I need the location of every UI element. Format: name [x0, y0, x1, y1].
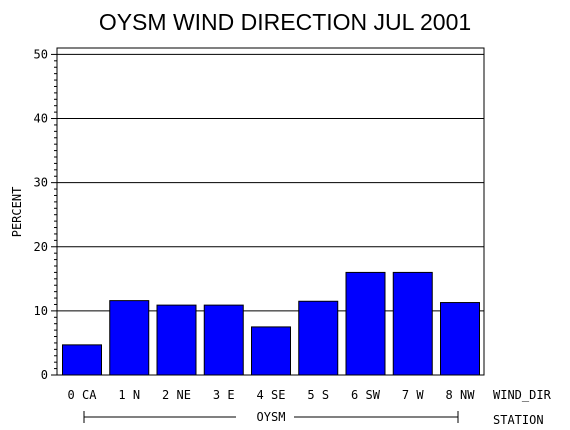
- bar-1-n: [109, 300, 150, 376]
- x-tick-label: 7 W: [402, 388, 424, 402]
- y-tick-label: 0: [41, 368, 48, 382]
- y-tick-label: 40: [34, 112, 48, 126]
- bar-8-nw: [440, 302, 480, 376]
- bar-4-se: [251, 326, 291, 376]
- y-tick-label: 10: [34, 304, 48, 318]
- x-tick-labels: 0 CA 1 N 2 NE 3 E 4 SE 5 S 6 SW 7 W 8 NW: [68, 388, 476, 402]
- x-tick-label: 2 NE: [162, 388, 191, 402]
- y-tick-label: 50: [34, 47, 48, 61]
- x-tick-label: 1 N: [118, 388, 140, 402]
- axes: [56, 47, 485, 376]
- bar-3-e: [203, 304, 244, 376]
- bar-0-ca: [62, 344, 102, 376]
- x-tick-label: 5 S: [307, 388, 329, 402]
- y-tick-label: 30: [34, 176, 48, 190]
- x-tick-label: 4 SE: [257, 388, 286, 402]
- plot-frame: [56, 47, 485, 376]
- x-tick-label: 0 CA: [68, 388, 98, 402]
- group-label: OYSM: [257, 410, 286, 424]
- y-tick-label: 20: [34, 240, 48, 254]
- bar-6-sw: [345, 271, 386, 376]
- bar-7-w: [392, 271, 433, 376]
- group-bracket: OYSM: [83, 410, 459, 424]
- x-tick-label: 3 E: [213, 388, 235, 402]
- x-axis-name: WIND_DIR: [493, 388, 552, 402]
- x-tick-label: 6 SW: [351, 388, 381, 402]
- bars: [62, 271, 480, 376]
- y-ticks: 0 10 20 30 40 50: [34, 47, 57, 382]
- chart-title: OYSM WIND DIRECTION JUL 2001: [99, 9, 471, 35]
- x-tick-label: 8 NW: [446, 388, 476, 402]
- group-axis-name: STATION: [493, 413, 544, 427]
- bar-2-ne: [156, 304, 197, 376]
- bar-5-s: [298, 300, 339, 376]
- y-axis-label: PERCENT: [10, 187, 24, 238]
